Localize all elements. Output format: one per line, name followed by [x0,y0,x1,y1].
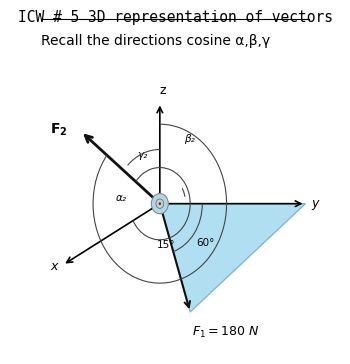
Text: 60°: 60° [196,238,215,248]
Circle shape [159,202,161,205]
Text: Recall the directions cosine α,β,γ: Recall the directions cosine α,β,γ [41,34,271,48]
Polygon shape [160,204,306,312]
Text: 15°: 15° [157,240,175,250]
Circle shape [151,194,168,214]
Text: α₂: α₂ [116,193,127,203]
Text: γ₂: γ₂ [137,150,147,160]
Text: x: x [50,260,57,273]
Text: $\mathbf{F_2}$: $\mathbf{F_2}$ [50,122,67,138]
Text: y: y [312,197,319,210]
Text: ICW # 5 3D representation of vectors: ICW # 5 3D representation of vectors [18,11,332,25]
Text: z: z [160,84,166,97]
Circle shape [156,199,164,208]
Text: β₂: β₂ [184,134,195,144]
Text: $F_1 = 180$ N: $F_1 = 180$ N [192,325,259,340]
